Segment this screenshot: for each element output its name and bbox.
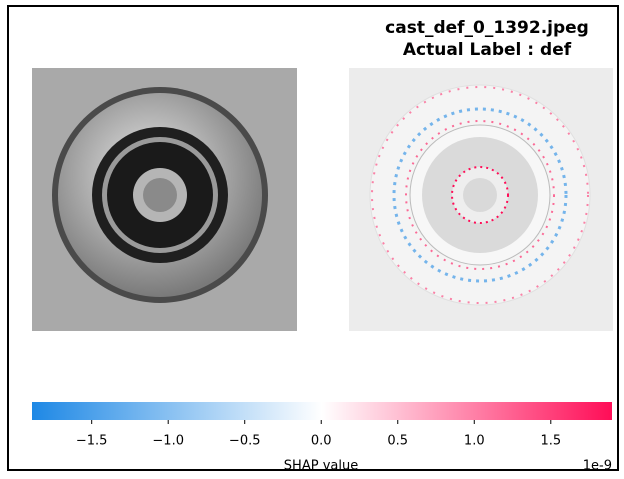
subtitle: Actual Label : def [403, 40, 572, 60]
title: cast_def_0_1392.jpeg [385, 18, 589, 38]
colorbar [32, 402, 612, 420]
tick-label: −1.5 [76, 434, 108, 449]
shap-image [349, 68, 613, 331]
tick-label: 1.0 [464, 434, 485, 449]
colorbar-label: SHAP value [284, 459, 358, 474]
tick-label: 0.5 [387, 434, 408, 449]
tick-label: 0.0 [311, 434, 332, 449]
tick-label: 1.5 [540, 434, 561, 449]
tick-label: −0.5 [229, 434, 261, 449]
tick-label: −1.0 [152, 434, 184, 449]
offset-label: 1e-9 [583, 459, 612, 474]
original-image [32, 68, 297, 331]
